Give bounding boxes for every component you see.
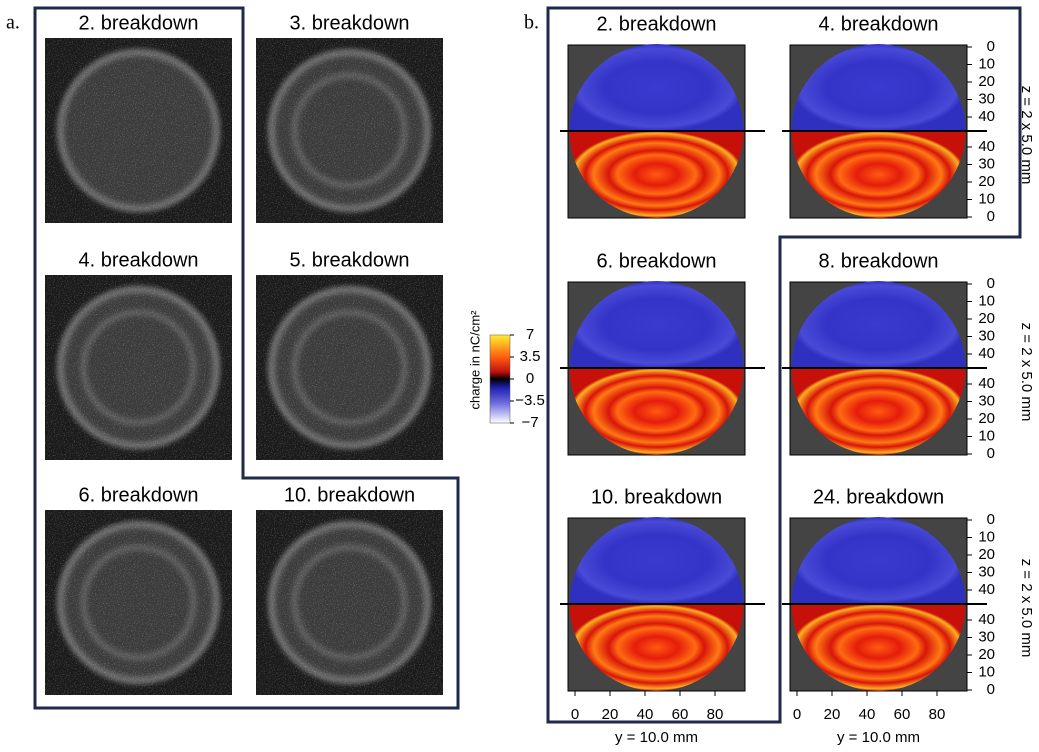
y-tick-label: 0 bbox=[793, 706, 801, 723]
y-axis-label: y = 10.0 mm bbox=[615, 729, 698, 746]
z-tick-label: 40 bbox=[978, 108, 995, 125]
z-axis-label: z = 2 x 5.0 mm bbox=[1018, 323, 1035, 422]
y-tick-label: 0 bbox=[571, 706, 579, 723]
negative-charge bbox=[569, 517, 744, 604]
panel-title: 4. breakdown bbox=[78, 249, 198, 271]
z-tick-label: 20 bbox=[978, 310, 995, 327]
z-tick-label: 0 bbox=[987, 681, 995, 698]
z-tick-label: 40 bbox=[978, 138, 995, 155]
image-noise bbox=[45, 510, 232, 695]
z-tick-label: 10 bbox=[978, 55, 995, 72]
z-tick-label: 20 bbox=[978, 73, 995, 90]
z-axis-label: z = 2 x 5.0 mm bbox=[1018, 559, 1035, 658]
z-tick-label: 10 bbox=[978, 292, 995, 309]
y-tick-label: 60 bbox=[894, 706, 911, 723]
positive-charge bbox=[791, 131, 966, 218]
z-axis-label: z = 2 x 5.0 mm bbox=[1018, 86, 1035, 185]
z-tick-label: 30 bbox=[978, 563, 995, 580]
image-noise bbox=[45, 38, 232, 223]
colorbar-tick-label: −7 bbox=[521, 414, 538, 431]
z-tick-label: 20 bbox=[978, 410, 995, 427]
y-tick-label: 80 bbox=[929, 706, 946, 723]
panel-title: 10. breakdown bbox=[591, 486, 722, 508]
negative-charge bbox=[791, 517, 966, 604]
positive-charge bbox=[569, 368, 744, 455]
image-noise bbox=[256, 38, 443, 223]
z-tick-label: 40 bbox=[978, 345, 995, 362]
z-tick-label: 20 bbox=[978, 546, 995, 563]
positive-charge bbox=[791, 604, 966, 691]
panel-title: 5. breakdown bbox=[289, 249, 409, 271]
negative-charge bbox=[791, 43, 966, 131]
panel-title: 10. breakdown bbox=[284, 484, 415, 506]
z-tick-label: 10 bbox=[978, 528, 995, 545]
z-tick-label: 30 bbox=[978, 628, 995, 645]
z-tick-label: 20 bbox=[978, 646, 995, 663]
positive-charge bbox=[791, 368, 966, 455]
z-tick-label: 30 bbox=[978, 392, 995, 409]
panel-title: 4. breakdown bbox=[818, 13, 938, 35]
colorbar-tick-label: 7 bbox=[526, 326, 534, 343]
panel-title: 2. breakdown bbox=[78, 12, 198, 34]
negative-charge bbox=[569, 281, 744, 368]
y-tick-label: 80 bbox=[707, 706, 724, 723]
y-tick-label: 40 bbox=[859, 706, 876, 723]
z-tick-label: 0 bbox=[987, 445, 995, 462]
image-noise bbox=[256, 275, 443, 460]
panel-label: b. bbox=[524, 12, 539, 34]
z-tick-label: 0 bbox=[987, 511, 995, 528]
z-tick-label: 40 bbox=[978, 581, 995, 598]
colorbar-tick-label: −3.5 bbox=[515, 392, 545, 409]
group-outline bbox=[33, 6, 460, 710]
y-tick-label: 40 bbox=[637, 706, 654, 723]
negative-charge bbox=[791, 281, 966, 368]
image-noise bbox=[45, 275, 232, 460]
panel-title: 2. breakdown bbox=[596, 13, 716, 35]
y-tick-label: 60 bbox=[672, 706, 689, 723]
image-noise bbox=[256, 510, 443, 695]
positive-charge bbox=[569, 604, 744, 691]
colorbar bbox=[489, 334, 511, 424]
panel-title: 6. breakdown bbox=[596, 250, 716, 272]
z-tick-label: 0 bbox=[987, 38, 995, 55]
z-tick-label: 40 bbox=[978, 611, 995, 628]
z-tick-label: 10 bbox=[978, 663, 995, 680]
y-axis-label: y = 10.0 mm bbox=[837, 729, 920, 746]
z-tick-label: 10 bbox=[978, 427, 995, 444]
panel-title: 6. breakdown bbox=[78, 484, 198, 506]
z-tick-label: 30 bbox=[978, 155, 995, 172]
panel-title: 24. breakdown bbox=[813, 486, 944, 508]
y-tick-label: 20 bbox=[824, 706, 841, 723]
z-tick-label: 40 bbox=[978, 375, 995, 392]
z-tick-label: 0 bbox=[987, 275, 995, 292]
negative-charge bbox=[569, 44, 744, 132]
y-tick-label: 20 bbox=[602, 706, 619, 723]
z-tick-label: 0 bbox=[987, 208, 995, 225]
z-tick-label: 30 bbox=[978, 327, 995, 344]
panel-title: 3. breakdown bbox=[289, 12, 409, 34]
panel-label: a. bbox=[6, 12, 20, 34]
group-outline bbox=[546, 6, 1022, 724]
colorbar-tick-label: 3.5 bbox=[520, 348, 541, 365]
positive-charge bbox=[569, 131, 744, 218]
panel-title: 8. breakdown bbox=[818, 250, 938, 272]
colorbar-label: charge in nC/cm² bbox=[467, 310, 482, 410]
colorbar-tick-label: 0 bbox=[526, 370, 534, 387]
z-tick-label: 10 bbox=[978, 190, 995, 207]
z-tick-label: 20 bbox=[978, 173, 995, 190]
z-tick-label: 30 bbox=[978, 90, 995, 107]
